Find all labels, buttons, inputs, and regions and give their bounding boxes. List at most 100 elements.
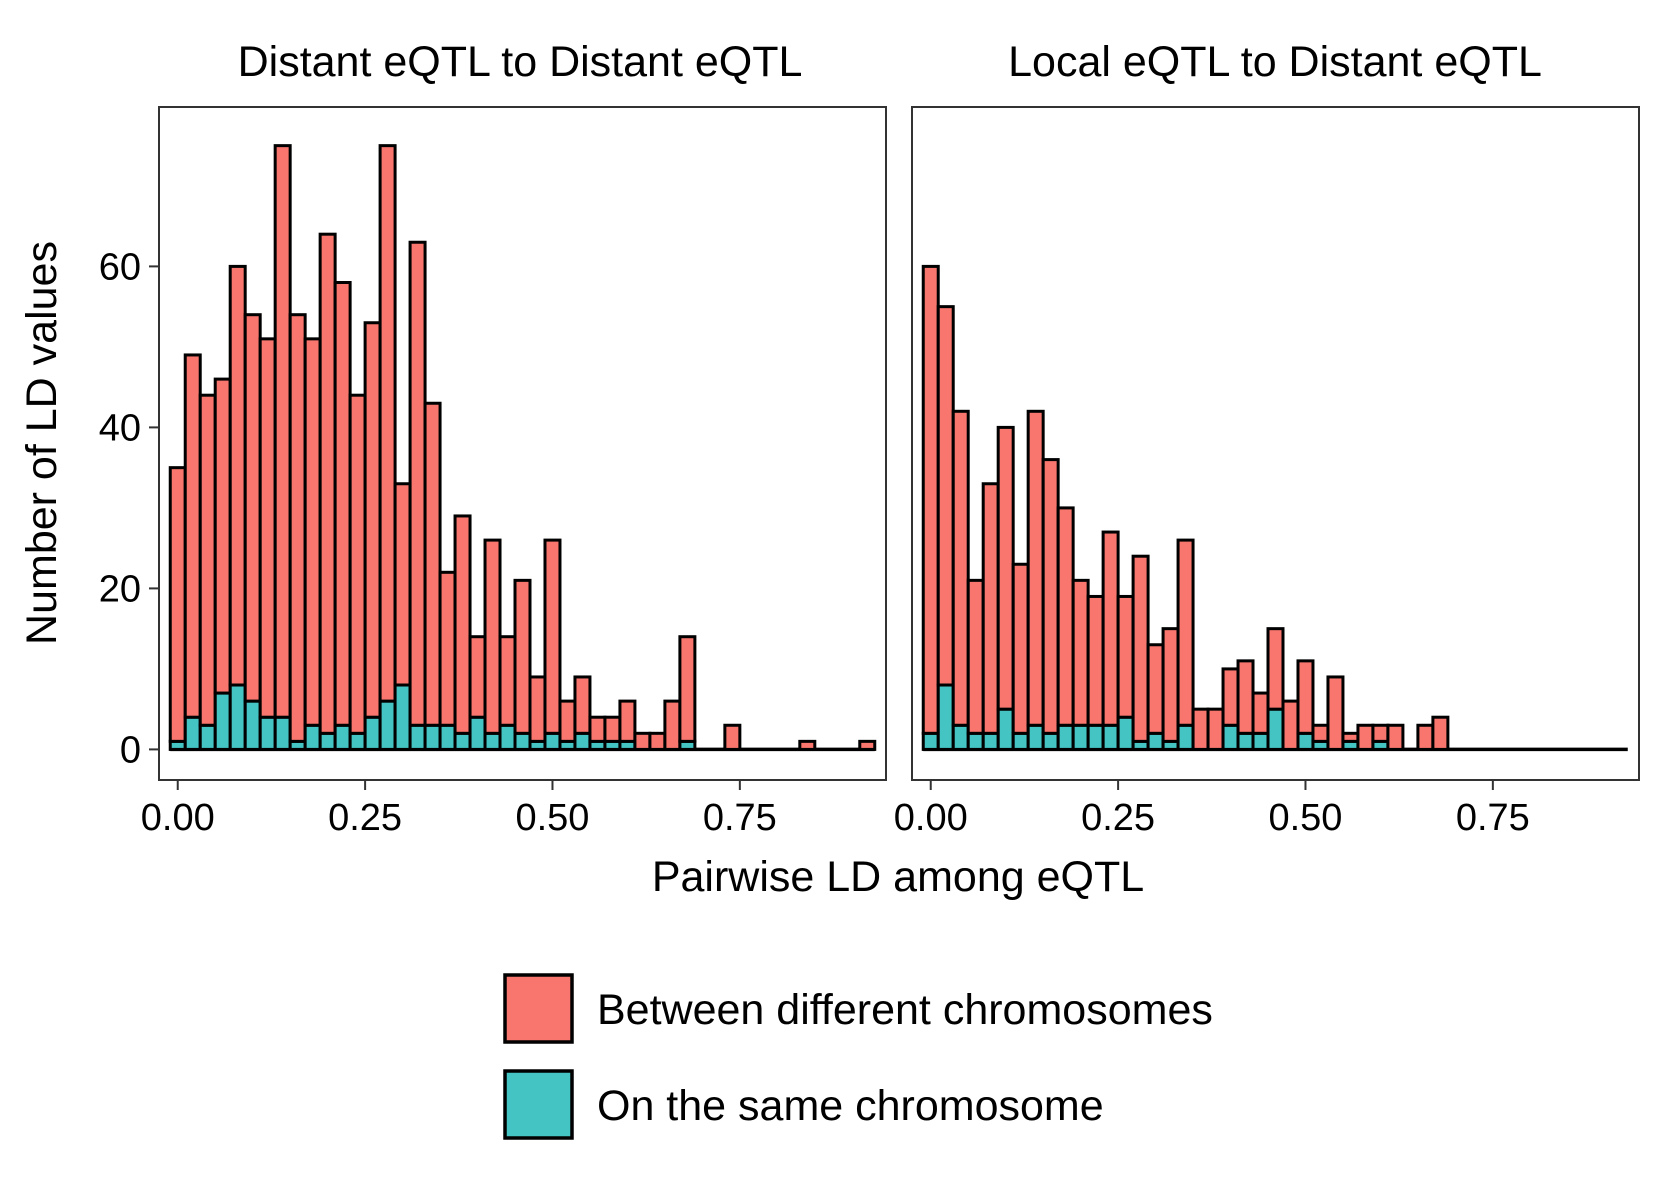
bar-between-chromosomes xyxy=(573,675,592,735)
bar-same-chromosome xyxy=(408,723,427,751)
bar-between-chromosomes xyxy=(1221,667,1240,727)
bar-same-chromosome xyxy=(1056,723,1075,751)
bar-between-chromosomes xyxy=(1011,562,1030,735)
bar-same-chromosome xyxy=(1116,715,1135,751)
panel-frame xyxy=(158,106,887,781)
bar-between-chromosomes xyxy=(333,280,352,727)
bar-between-chromosomes xyxy=(468,635,487,719)
bar-between-chromosomes xyxy=(423,401,442,727)
bar-between-chromosomes xyxy=(1191,707,1210,751)
bar-between-chromosomes xyxy=(303,337,322,727)
bar-between-chromosomes xyxy=(1131,554,1150,743)
bar-same-chromosome xyxy=(498,723,517,751)
bar-between-chromosomes xyxy=(1086,594,1105,727)
x-axis-title: Pairwise LD among eQTL xyxy=(652,853,1144,901)
bars-group xyxy=(921,264,1628,752)
bar-same-chromosome xyxy=(1296,731,1315,751)
y-axis-title: Number of LD values xyxy=(18,241,66,645)
bar-same-chromosome xyxy=(258,715,277,751)
bar-between-chromosomes xyxy=(1026,409,1045,727)
bar-same-chromosome xyxy=(1011,731,1030,751)
bar-between-chromosomes xyxy=(663,699,682,751)
bar-same-chromosome xyxy=(1146,731,1165,751)
bar-same-chromosome xyxy=(468,715,487,751)
bar-between-chromosomes xyxy=(618,699,637,743)
bar-same-chromosome xyxy=(318,731,337,751)
bar-between-chromosomes xyxy=(1251,691,1270,735)
bar-same-chromosome xyxy=(438,723,457,751)
bar-between-chromosomes xyxy=(228,264,247,687)
bar-between-chromosomes xyxy=(1386,723,1405,751)
bar-same-chromosome xyxy=(228,683,247,751)
bar-between-chromosomes xyxy=(1416,723,1435,751)
panel-local-distant: Local eQTL to Distant eQTL 0.00 0.25 0.50 0… xyxy=(894,38,1640,839)
bar-between-chromosomes xyxy=(1341,731,1360,743)
bar-between-chromosomes xyxy=(648,731,667,751)
bar-between-chromosomes xyxy=(981,482,1000,735)
bar-between-chromosomes xyxy=(633,731,652,751)
y-axis: 0 20 40 60 xyxy=(99,246,159,771)
legend-label-between: Between different chromosomes xyxy=(597,986,1213,1034)
bar-between-chromosomes xyxy=(1161,627,1180,743)
bar-same-chromosome xyxy=(543,731,562,751)
bar-same-chromosome xyxy=(333,723,352,751)
x-tick-label: 0.25 xyxy=(1081,797,1155,839)
bar-between-chromosomes xyxy=(1371,723,1390,743)
bar-between-chromosomes xyxy=(996,425,1015,711)
bar-same-chromosome xyxy=(393,683,412,751)
bar-same-chromosome xyxy=(573,731,592,751)
bar-same-chromosome xyxy=(921,731,940,751)
bar-between-chromosomes xyxy=(1281,699,1300,751)
legend-item-between: Between different chromosomes xyxy=(503,973,1213,1044)
bar-between-chromosomes xyxy=(951,409,970,727)
y-tick-label: 0 xyxy=(120,729,141,771)
bar-between-chromosomes xyxy=(1266,627,1285,711)
legend: Between different chromosomes On the sam… xyxy=(503,973,1213,1140)
x-tick-label: 0.75 xyxy=(1456,797,1530,839)
bar-same-chromosome xyxy=(348,731,367,751)
bar-between-chromosomes xyxy=(678,635,697,743)
bar-between-chromosomes xyxy=(1206,707,1225,751)
x-tick-label: 0.00 xyxy=(141,797,215,839)
bar-same-chromosome xyxy=(1026,723,1045,751)
bar-between-chromosomes xyxy=(798,739,817,751)
bar-between-chromosomes xyxy=(408,240,427,727)
bar-between-chromosomes xyxy=(378,144,397,703)
bar-between-chromosomes xyxy=(1056,506,1075,727)
bar-same-chromosome xyxy=(966,731,985,751)
x-tick-label: 0.50 xyxy=(515,797,589,839)
bar-between-chromosomes xyxy=(1041,458,1060,735)
bar-same-chromosome xyxy=(1071,723,1090,751)
bar-same-chromosome xyxy=(951,723,970,751)
bar-same-chromosome xyxy=(183,715,202,751)
bar-between-chromosomes xyxy=(513,578,532,735)
bar-between-chromosomes xyxy=(498,635,517,727)
bar-between-chromosomes xyxy=(1311,723,1330,743)
bar-same-chromosome xyxy=(198,723,217,751)
bar-between-chromosomes xyxy=(588,715,607,743)
y-tick-label: 40 xyxy=(99,407,141,449)
bar-same-chromosome xyxy=(363,715,382,751)
bar-between-chromosomes xyxy=(1296,659,1315,735)
bar-between-chromosomes xyxy=(603,715,622,743)
x-axis: 0.00 0.25 0.50 0.75 xyxy=(894,780,1530,839)
x-tick-label: 0.25 xyxy=(328,797,402,839)
bar-between-chromosomes xyxy=(318,232,337,735)
bar-same-chromosome xyxy=(1086,723,1105,751)
bar-same-chromosome xyxy=(1101,723,1120,751)
bar-between-chromosomes xyxy=(723,723,742,751)
bar-between-chromosomes xyxy=(483,538,502,735)
bar-between-chromosomes xyxy=(1071,578,1090,727)
panel-title: Distant eQTL to Distant eQTL xyxy=(238,38,803,86)
bar-between-chromosomes xyxy=(1146,643,1165,735)
bar-same-chromosome xyxy=(1221,723,1240,751)
bar-between-chromosomes xyxy=(363,321,382,719)
bar-between-chromosomes xyxy=(168,466,187,743)
bar-between-chromosomes xyxy=(243,313,262,703)
bar-between-chromosomes xyxy=(936,305,955,687)
bar-same-chromosome xyxy=(996,707,1015,751)
legend-item-same: On the same chromosome xyxy=(503,1069,1104,1140)
bar-between-chromosomes xyxy=(393,482,412,687)
bar-between-chromosomes xyxy=(1176,538,1195,727)
bar-same-chromosome xyxy=(243,699,262,751)
